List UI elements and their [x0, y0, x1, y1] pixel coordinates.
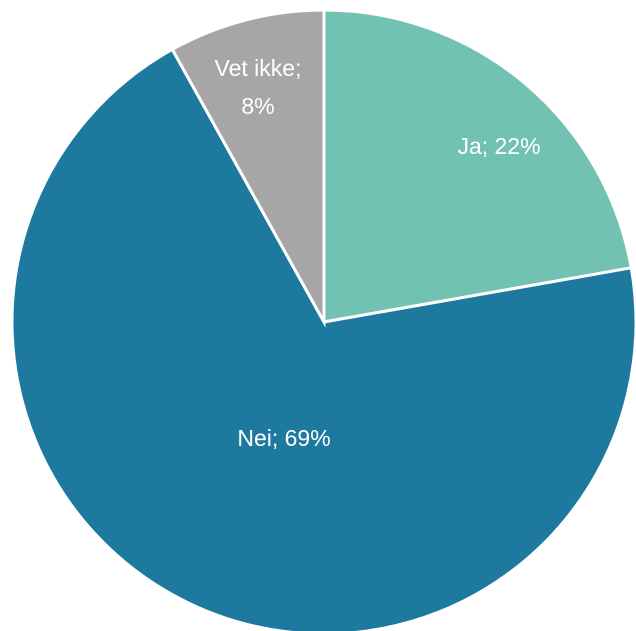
data-label-ja: Ja; 22% — [457, 133, 540, 159]
data-label-vet-ikke-percent: 8% — [241, 93, 274, 119]
data-label-vet-ikke: Vet ikke; — [215, 55, 302, 81]
pie-slices — [10, 8, 636, 631]
pie-data-labels: Ja; 22% Nei; 69% Vet ikke; 8% — [215, 55, 541, 451]
pie-slice-ja — [322, 8, 633, 324]
pie-slice-nei — [10, 47, 636, 631]
data-label-nei: Nei; 69% — [237, 425, 330, 451]
pie-slice-vet-ikke — [170, 8, 326, 328]
